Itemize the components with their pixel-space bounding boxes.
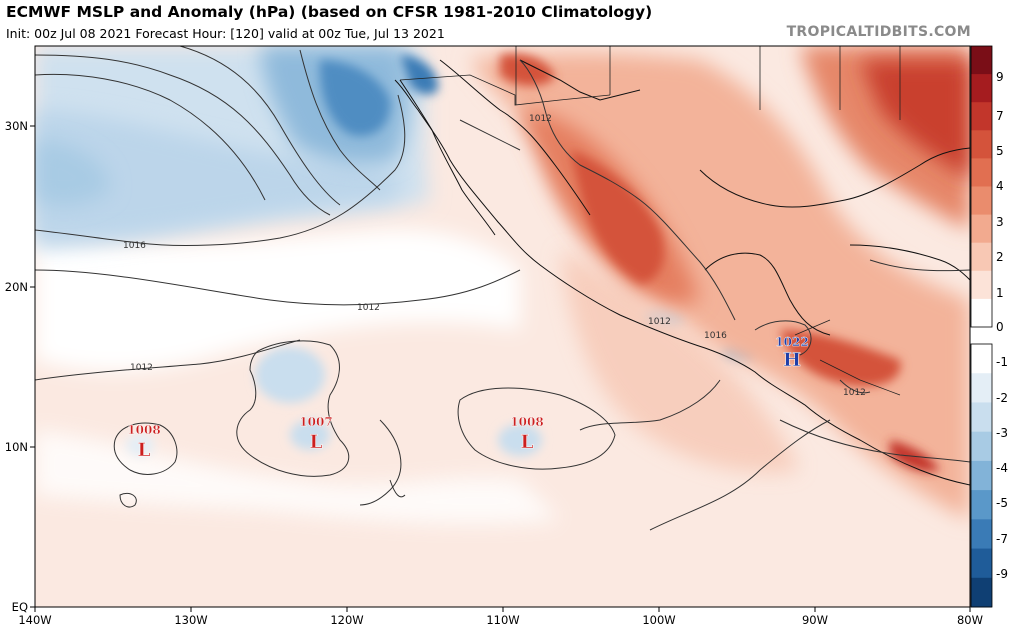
low-pressure-letter: L [137, 439, 150, 461]
high-pressure-center: 1022 H [775, 335, 809, 371]
colorbar-swatch [971, 186, 992, 216]
pressure-systems: 1008 L 1007 L 1008 L 1022 H [127, 335, 809, 461]
longitude-label: 130W [174, 613, 207, 627]
colorbar-label: 5 [996, 144, 1004, 158]
colorbar-label: -5 [996, 496, 1008, 510]
colorbar-label: 9 [996, 70, 1004, 84]
isobar-label: 1016 [123, 241, 146, 251]
low-pressure-letter: L [520, 431, 533, 453]
anomaly-shading [35, 46, 970, 525]
colorbar-label: -3 [996, 426, 1008, 440]
low-pressure-center: 1007 L [299, 415, 333, 453]
longitude-label: 100W [642, 613, 675, 627]
colorbar-swatch [971, 270, 992, 300]
longitude-label: 110W [486, 613, 519, 627]
colorbar-label: 1 [996, 286, 1004, 300]
colorbar-swatch [971, 214, 992, 244]
colorbar-swatch [971, 460, 992, 491]
colorbar-swatch [971, 402, 992, 433]
coastlines [394, 59, 970, 486]
low-pressure-center: 1008 L [510, 415, 544, 453]
colorbar-swatch [971, 490, 992, 520]
colorbar-swatch [971, 519, 992, 550]
colorbar-swatch [971, 431, 992, 462]
map-plot-area: 1016 1012 1012 1012 1012 1016 1012 1008 … [35, 46, 970, 607]
latitude-label: 10N [5, 440, 28, 454]
map-title: ECMWF MSLP and Anomaly (hPa) (based on C… [6, 3, 653, 21]
colorbar-label: -7 [996, 532, 1008, 546]
colorbar-label: -9 [996, 567, 1008, 581]
colorbar: 9 7 5 4 3 2 1 0 -1 -2 -3 -4 -5 -7 -9 [970, 45, 1008, 608]
colorbar-label: 7 [996, 109, 1004, 123]
colorbar-swatch [971, 298, 992, 328]
colorbar-swatch [971, 158, 992, 187]
isobar-label: 1012 [843, 388, 866, 398]
colorbar-label: -4 [996, 461, 1008, 475]
colorbar-label: -2 [996, 391, 1008, 405]
colorbar-swatch [971, 577, 992, 608]
map-subtitle: Init: 00z Jul 08 2021 Forecast Hour: [12… [6, 26, 445, 41]
isobar-labels: 1016 1012 1012 1012 1012 1016 1012 [123, 114, 866, 398]
political-borders [399, 46, 901, 396]
low-pressure-letter: L [309, 431, 322, 453]
colorbar-swatch [971, 74, 992, 103]
isobar-label: 1012 [648, 317, 671, 327]
colorbar-positive [971, 46, 992, 328]
latitude-axis: 30N 20N 10N EQ [5, 119, 35, 614]
colorbar-swatch [971, 46, 992, 75]
isobar-label: 1012 [130, 363, 153, 373]
longitude-label: 90W [802, 613, 828, 627]
high-pressure-letter: H [783, 349, 801, 371]
isobar-label: 1012 [357, 303, 380, 313]
colorbar-swatch [971, 130, 992, 159]
longitude-label: 140W [18, 613, 51, 627]
isobar-label: 1012 [529, 114, 552, 124]
longitude-label: 80W [957, 613, 983, 627]
colorbar-swatch [971, 102, 992, 131]
longitude-label: 120W [330, 613, 363, 627]
brand-watermark: TROPICALTIDBITS.COM [786, 24, 971, 40]
latitude-label: 30N [5, 119, 28, 133]
latitude-label: EQ [12, 600, 28, 614]
colorbar-label: 0 [996, 320, 1004, 334]
colorbar-positive-frame [970, 45, 993, 328]
colorbar-swatch [971, 242, 992, 272]
colorbar-negative [971, 344, 992, 608]
low-pressure-value: 1008 [510, 415, 543, 429]
latitude-label: 20N [5, 280, 28, 294]
high-pressure-value: 1022 [775, 335, 808, 349]
colorbar-label: 4 [996, 179, 1004, 193]
isobars [35, 46, 970, 531]
colorbar-swatch [971, 548, 992, 579]
low-pressure-value: 1007 [299, 415, 332, 429]
isobar-label: 1016 [704, 331, 727, 341]
colorbar-label: 2 [996, 250, 1004, 264]
colorbar-negative-frame [970, 343, 993, 608]
colorbar-label: 3 [996, 215, 1004, 229]
low-pressure-value: 1008 [127, 423, 160, 437]
colorbar-swatch [971, 373, 992, 403]
low-pressure-center: 1008 L [127, 423, 161, 461]
colorbar-label: -1 [996, 355, 1008, 369]
colorbar-swatch [971, 344, 992, 374]
longitude-axis: 140W 130W 120W 110W 100W 90W 80W [18, 607, 983, 627]
